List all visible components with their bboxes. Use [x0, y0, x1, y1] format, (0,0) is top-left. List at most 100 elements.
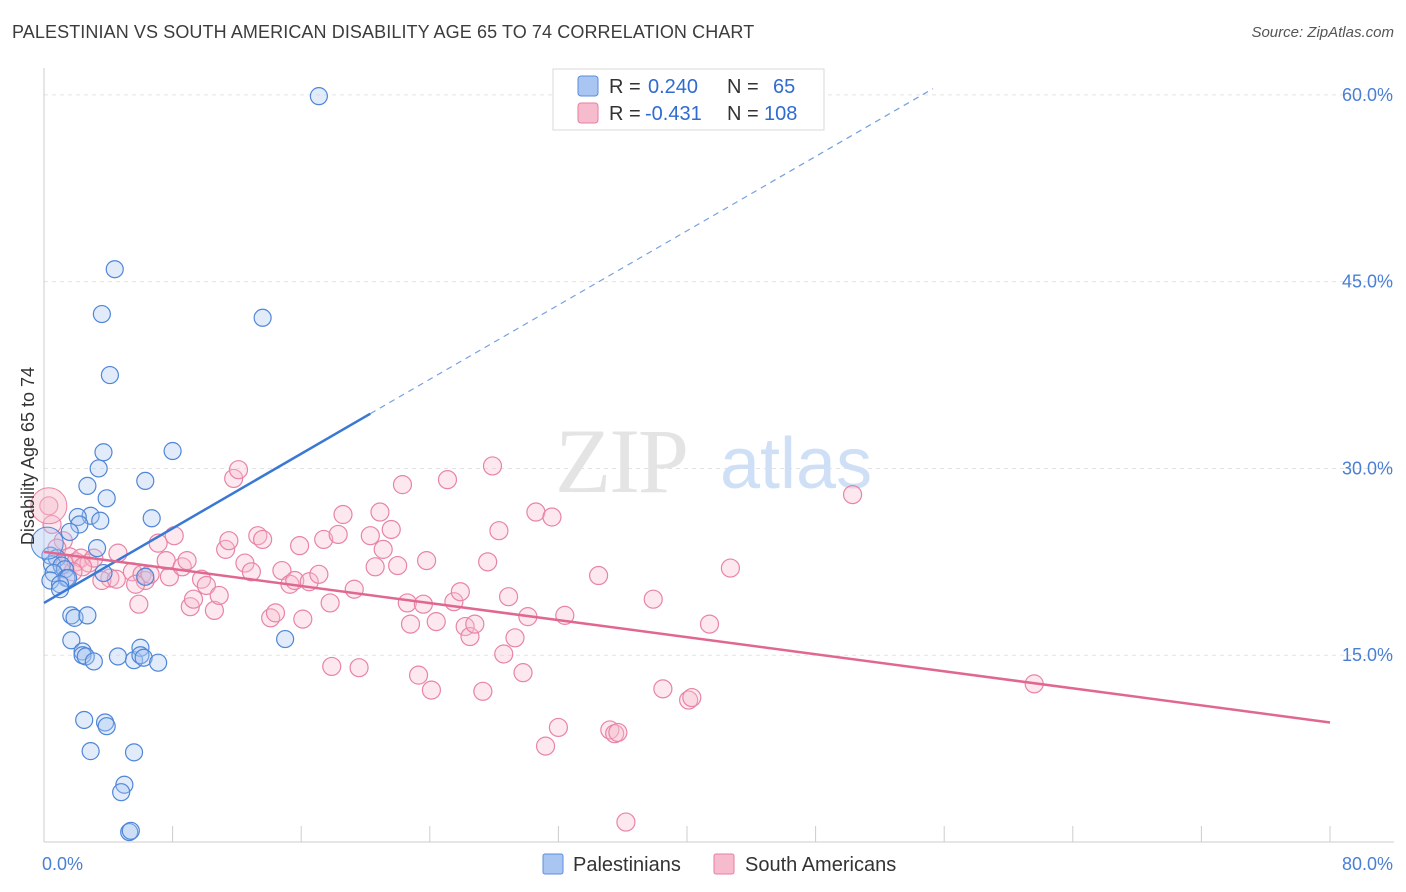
data-point — [228, 460, 249, 480]
data-point — [121, 821, 140, 840]
data-point — [204, 600, 224, 621]
watermark-zip: ZIP — [555, 410, 687, 512]
data-point — [397, 593, 417, 613]
data-point — [87, 539, 107, 558]
data-point — [498, 587, 519, 607]
trend-line-south-americans — [43, 550, 1331, 724]
data-point — [344, 579, 364, 599]
trend-line-palestinians — [43, 412, 371, 605]
data-point — [131, 646, 150, 665]
data-point — [253, 529, 273, 550]
data-point — [421, 680, 442, 700]
data-point — [392, 475, 413, 495]
data-point — [62, 631, 81, 650]
data-point — [91, 511, 110, 530]
data-point — [126, 574, 146, 594]
data-point — [209, 585, 229, 606]
data-point-large — [30, 487, 68, 525]
data-point — [97, 717, 116, 736]
trend-line-palestinians-extension — [370, 88, 934, 415]
data-point — [183, 589, 204, 609]
data-point — [149, 653, 168, 672]
tick-labels: 15.0% 30.0% 45.0% 60.0% 0.0% 80.0% — [42, 85, 1393, 874]
data-point — [548, 717, 569, 738]
data-point — [381, 519, 401, 540]
data-point — [605, 724, 625, 744]
legend-swatch-south-americans — [577, 102, 599, 124]
data-point — [505, 628, 525, 648]
y-tick-label: 15.0% — [1342, 645, 1393, 665]
data-point — [616, 812, 636, 832]
data-point — [108, 647, 128, 666]
data-point — [643, 589, 663, 609]
data-point — [92, 304, 111, 324]
data-point — [400, 614, 421, 634]
data-point — [124, 743, 144, 762]
data-point — [314, 529, 334, 550]
data-point — [309, 87, 328, 106]
data-point — [328, 524, 348, 545]
y-tick-label: 60.0% — [1342, 85, 1393, 105]
data-point — [682, 687, 702, 708]
data-point — [39, 496, 59, 516]
data-point — [265, 603, 286, 623]
data-point — [588, 565, 609, 586]
data-point — [70, 515, 89, 534]
data-point — [136, 567, 155, 586]
data-point — [78, 606, 97, 625]
data-point — [526, 502, 546, 522]
data-point — [224, 468, 244, 489]
data-point — [112, 783, 131, 802]
legend: R = 0.240 N = 65 R = -0.431 N = 108 — [552, 68, 825, 131]
data-point — [513, 663, 533, 683]
data-point — [373, 539, 393, 559]
bottom-legend-swatch-palestinians — [542, 853, 564, 875]
data-point — [253, 308, 272, 327]
data-point — [142, 509, 161, 528]
data-point — [842, 485, 863, 505]
data-point — [608, 722, 628, 743]
palestinians-points — [30, 87, 328, 842]
data-point — [333, 504, 353, 525]
data-point — [494, 644, 514, 664]
data-point — [92, 570, 112, 591]
bottom-legend-palestinians: Palestinians — [573, 854, 681, 876]
legend-n-label: N = — [727, 76, 759, 98]
chart-title: PALESTINIAN VS SOUTH AMERICAN DISABILITY… — [12, 22, 755, 42]
data-point-large — [30, 526, 64, 560]
source-credit: Source: ZipAtlas.com — [1251, 24, 1394, 41]
data-point — [289, 536, 310, 556]
data-point — [164, 526, 184, 546]
legend-r-value: 0.240 — [648, 76, 698, 98]
bottom-legend-swatch-south-americans — [713, 853, 735, 875]
bottom-legend-south-americans: South Americans — [745, 854, 896, 876]
data-point — [450, 582, 470, 602]
data-point — [131, 638, 150, 657]
south-americans-points — [30, 456, 1044, 832]
watermark: ZIP atlas — [555, 410, 872, 512]
y-tick-label: 45.0% — [1342, 272, 1393, 292]
data-point — [163, 441, 182, 461]
legend-swatch-palestinians — [577, 75, 599, 97]
data-point — [416, 550, 437, 571]
data-point — [60, 522, 79, 542]
data-point — [408, 665, 429, 685]
data-point — [482, 456, 503, 476]
data-point — [62, 606, 81, 625]
axes — [43, 68, 1394, 843]
data-point — [699, 614, 720, 634]
data-point — [100, 365, 120, 385]
data-point — [426, 612, 446, 632]
data-point — [78, 476, 97, 495]
data-point — [42, 514, 62, 535]
data-point — [97, 489, 116, 508]
data-point — [437, 470, 458, 490]
data-point — [388, 555, 408, 576]
data-point — [136, 471, 155, 491]
data-point — [349, 658, 369, 678]
bottom-legend: Palestinians South Americans — [542, 853, 896, 876]
data-point — [322, 656, 342, 677]
data-point — [473, 681, 493, 701]
data-point — [219, 531, 239, 551]
